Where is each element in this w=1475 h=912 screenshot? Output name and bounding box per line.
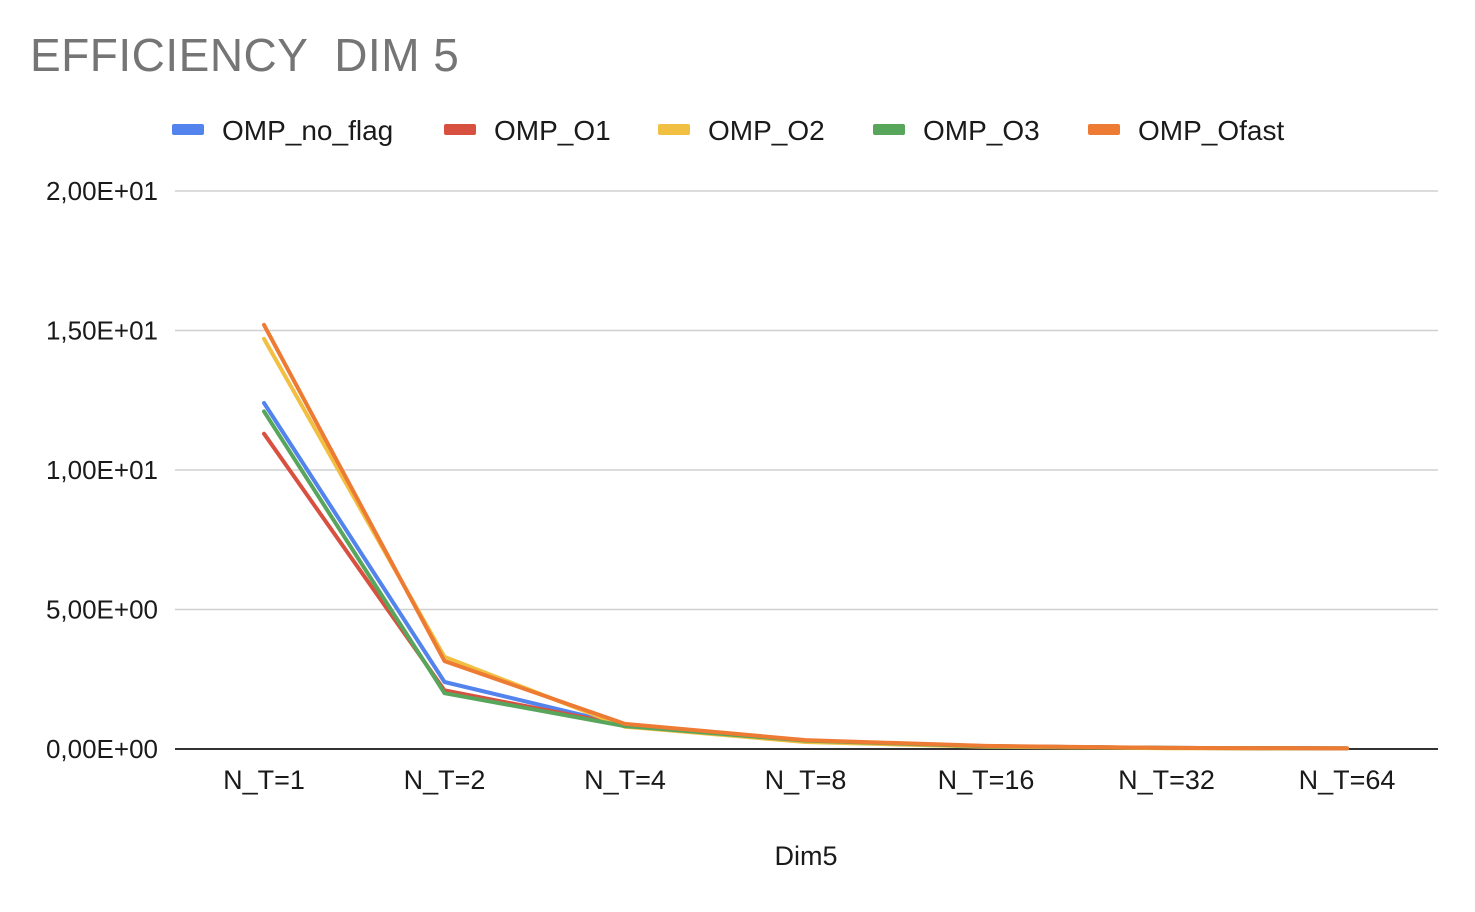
- series-lines: [262, 322, 1349, 751]
- legend-label: OMP_Ofast: [1138, 115, 1284, 146]
- series-line-omp-no-flag: [262, 401, 1349, 751]
- legend-label: OMP_O1: [494, 115, 611, 146]
- legend-item-omp-no-flag: OMP_no_flag: [172, 115, 393, 146]
- x-tick-label: N_T=2: [404, 765, 486, 795]
- legend-item-omp-o1: OMP_O1: [444, 115, 611, 146]
- series-line-omp-o2: [262, 336, 1349, 751]
- x-tick-label: N_T=8: [765, 765, 847, 795]
- x-axis-label: Dim5: [774, 841, 837, 871]
- legend-label: OMP_O3: [923, 115, 1040, 146]
- y-tick-label: 2,00E+01: [46, 176, 158, 206]
- x-tick-label: N_T=64: [1299, 765, 1396, 795]
- y-tick-label: 0,00E+00: [46, 734, 158, 764]
- legend-swatch: [1088, 124, 1120, 135]
- series-line-omp-ofast: [262, 322, 1349, 751]
- y-tick-label: 1,00E+01: [46, 455, 158, 485]
- legend-item-omp-ofast: OMP_Ofast: [1088, 115, 1284, 146]
- legend-swatch: [873, 124, 905, 135]
- gridlines: [175, 190, 1438, 750]
- legend-item-omp-o2: OMP_O2: [658, 115, 825, 146]
- x-tick-label: N_T=4: [584, 765, 666, 795]
- legend-item-omp-o3: OMP_O3: [873, 115, 1040, 146]
- x-tick-label: N_T=32: [1118, 765, 1215, 795]
- legend-swatch: [172, 124, 204, 135]
- legend: OMP_no_flag OMP_O1 OMP_O2 OMP_O3 OMP_Ofast: [172, 115, 1284, 146]
- x-axis-ticks: N_T=1 N_T=2 N_T=4 N_T=8 N_T=16 N_T=32 N_T=64: [223, 765, 1395, 795]
- series-line-omp-o1: [262, 431, 1349, 751]
- legend-label: OMP_no_flag: [222, 115, 393, 146]
- y-tick-label: 5,00E+00: [46, 595, 158, 625]
- legend-swatch: [658, 124, 690, 135]
- x-tick-label: N_T=16: [938, 765, 1035, 795]
- y-tick-label: 1,50E+01: [46, 316, 158, 346]
- chart-title: EFFICIENCY DIM 5: [30, 29, 460, 81]
- legend-swatch: [444, 124, 476, 135]
- x-tick-label: N_T=1: [223, 765, 305, 795]
- series-line-omp-o3: [262, 409, 1349, 751]
- legend-label: OMP_O2: [708, 115, 825, 146]
- y-axis-ticks: 0,00E+00 5,00E+00 1,00E+01 1,50E+01 2,00E+01: [46, 176, 158, 764]
